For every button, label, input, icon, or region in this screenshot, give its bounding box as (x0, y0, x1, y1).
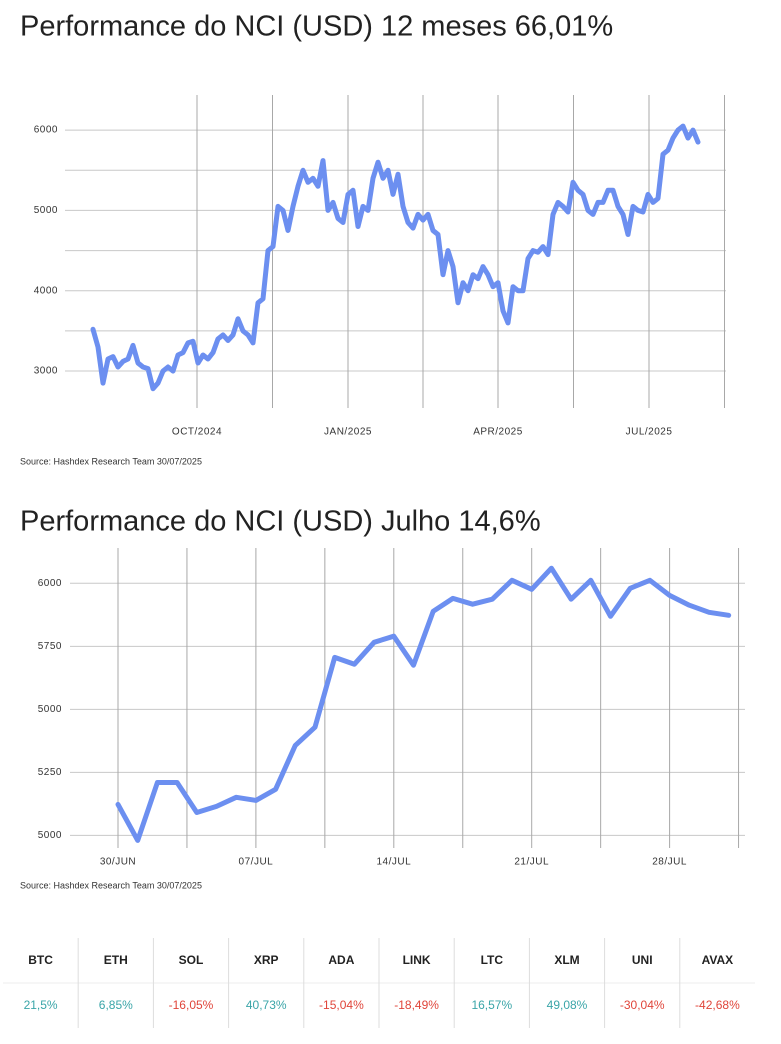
performance-value: 21,5% (24, 998, 58, 1012)
x-tick-label: 07/JUL (239, 857, 274, 868)
column-header: ETH (104, 953, 128, 967)
x-tick-label: APR/2025 (473, 427, 523, 438)
chart-title: Performance do NCI (USD) Julho 14,6% (20, 506, 541, 538)
source: Source: Hashdex Research Team 30/07/2025 (20, 880, 202, 890)
column-header: SOL (179, 953, 204, 967)
column-header: LTC (481, 953, 504, 967)
performance-value: 16,57% (471, 998, 512, 1012)
y-tick-label: 5000 (34, 205, 58, 216)
column-header: BTC (28, 953, 53, 967)
performance-value: 49,08% (547, 998, 588, 1012)
y-tick-label: 6000 (38, 578, 62, 589)
column-header: XLM (554, 953, 579, 967)
y-tick-label: 5000 (38, 704, 62, 715)
y-tick-label: 3000 (34, 366, 58, 377)
data-line (115, 565, 732, 843)
y-tick-label: 5250 (38, 767, 62, 778)
x-tick-label: 21/JUL (514, 857, 549, 868)
performance-value: 40,73% (246, 998, 287, 1012)
x-tick-label: OCT/2024 (172, 427, 222, 438)
y-tick-label: 5000 (38, 830, 62, 841)
y-tick-label: 6000 (34, 125, 58, 136)
chart-title: Performance do NCI (USD) 12 meses 66,01% (20, 11, 613, 43)
performance-value: -30,04% (620, 998, 665, 1012)
source: Source: Hashdex Research Team 30/07/2025 (20, 456, 202, 466)
y-tick-label: 4000 (34, 285, 58, 296)
column-header: AVAX (702, 953, 734, 967)
performance-value: -18,49% (394, 998, 439, 1012)
data-line (90, 123, 701, 392)
column-header: UNI (632, 953, 653, 967)
x-tick-label: JUL/2025 (626, 427, 673, 438)
column-header: LINK (403, 953, 431, 967)
performance-value: -42,68% (695, 998, 740, 1012)
column-header: XRP (254, 953, 279, 967)
x-tick-label: 30/JUN (100, 857, 136, 868)
column-header: ADA (328, 953, 354, 967)
performance-value: -15,04% (319, 998, 364, 1012)
x-tick-label: 28/JUL (652, 857, 687, 868)
x-tick-label: 14/JUL (376, 857, 411, 868)
performance-value: 6,85% (99, 998, 133, 1012)
performance-value: -16,05% (169, 998, 214, 1012)
y-tick-label: 5750 (38, 641, 62, 652)
x-tick-label: JAN/2025 (324, 427, 372, 438)
